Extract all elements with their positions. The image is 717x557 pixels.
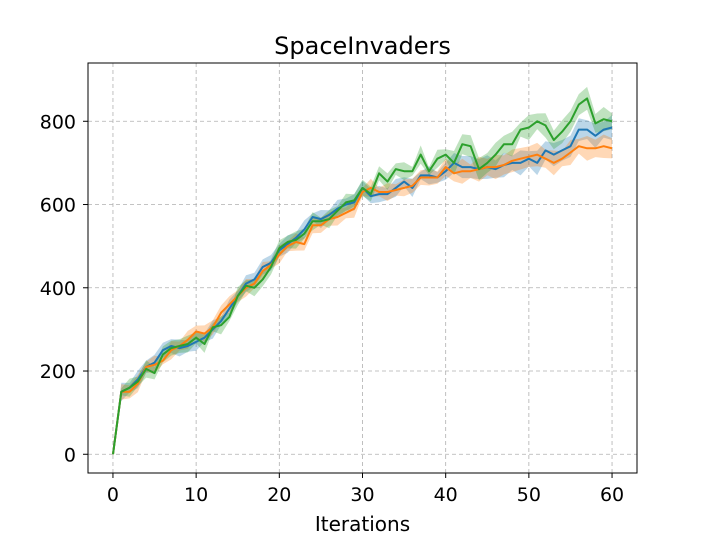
x-tick-label: 40 bbox=[434, 484, 458, 506]
series-band-2 bbox=[113, 86, 612, 455]
series-band-0 bbox=[113, 115, 612, 455]
x-tick-label: 50 bbox=[517, 484, 541, 506]
y-tick-label: 200 bbox=[40, 361, 76, 383]
confidence-bands bbox=[113, 86, 612, 455]
x-tick-label: 20 bbox=[267, 484, 291, 506]
x-tick-label: 30 bbox=[350, 484, 374, 506]
y-tick-label: 800 bbox=[40, 111, 76, 133]
y-tick-label: 0 bbox=[64, 444, 76, 466]
y-tick-label: 400 bbox=[40, 278, 76, 300]
x-axis: 0 10 20 30 40 50 60 bbox=[107, 473, 624, 506]
series-lines bbox=[112, 97, 613, 455]
x-tick-label: 0 bbox=[107, 484, 119, 506]
y-axis: 0 200 400 600 800 bbox=[40, 111, 88, 466]
x-tick-label: 60 bbox=[600, 484, 624, 506]
series-line-2 bbox=[112, 97, 613, 455]
x-tick-label: 10 bbox=[184, 484, 208, 506]
series-line-1 bbox=[112, 145, 613, 455]
grid bbox=[88, 63, 637, 473]
x-axis-title: Iterations bbox=[315, 512, 410, 536]
chart-title: SpaceInvaders bbox=[274, 32, 451, 60]
y-tick-label: 600 bbox=[40, 195, 76, 217]
